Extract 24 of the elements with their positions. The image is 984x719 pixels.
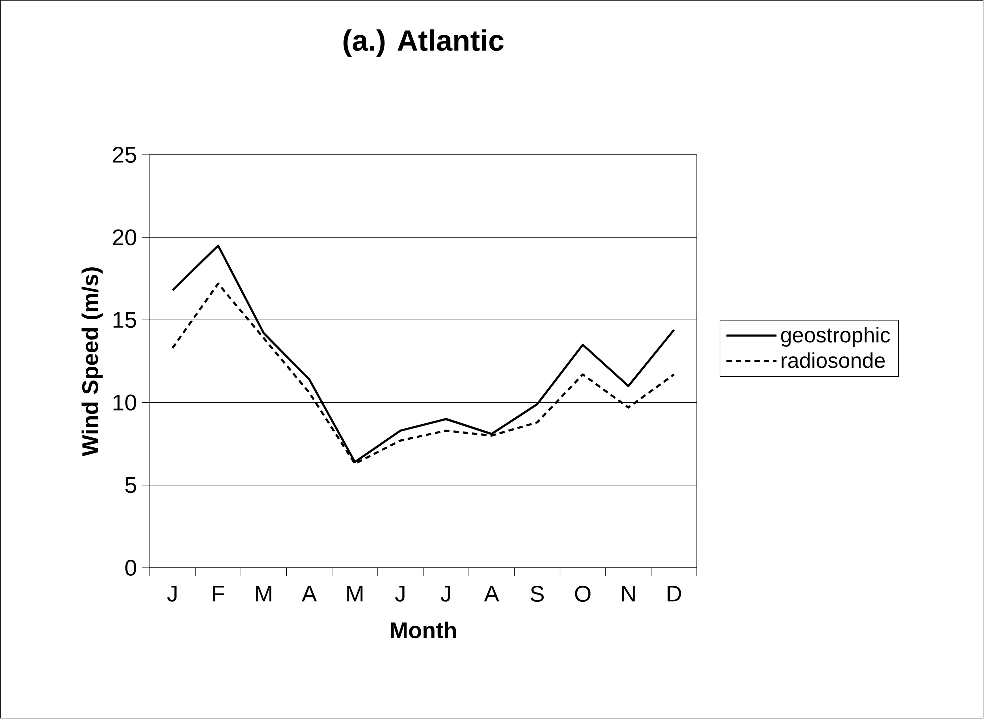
x-tick-label: N (622, 586, 635, 602)
y-tick-label: 20 (113, 230, 136, 246)
x-tick-label: M (348, 586, 363, 602)
y-tick-label: 0 (126, 560, 136, 576)
y-axis-title: Wind Speed (m/s) (82, 268, 103, 456)
x-axis-title: Month (391, 622, 456, 639)
legend-label: radiosonde (782, 352, 886, 368)
x-tick-label: O (575, 586, 591, 602)
line-series (172, 244, 676, 464)
chart-title: (a.) Atlantic (344, 30, 504, 57)
x-tick-label: A (302, 586, 318, 602)
y-tick-label: 5 (126, 477, 136, 494)
y-tick-label: 25 (113, 146, 136, 164)
y-tick-label: 10 (114, 394, 136, 411)
x-tick-label: S (530, 586, 544, 602)
y-tick-label: 15 (114, 312, 136, 328)
x-tick-label: J (167, 586, 177, 602)
x-tick-label: M (256, 586, 272, 602)
legend-label: geostrophic (781, 327, 890, 348)
x-tick-label: D (668, 586, 682, 602)
x-tick-label: J (440, 586, 450, 602)
x-tick-label: J (395, 586, 405, 602)
x-tick-label: A (484, 586, 500, 602)
x-tick-label: F (213, 586, 224, 602)
